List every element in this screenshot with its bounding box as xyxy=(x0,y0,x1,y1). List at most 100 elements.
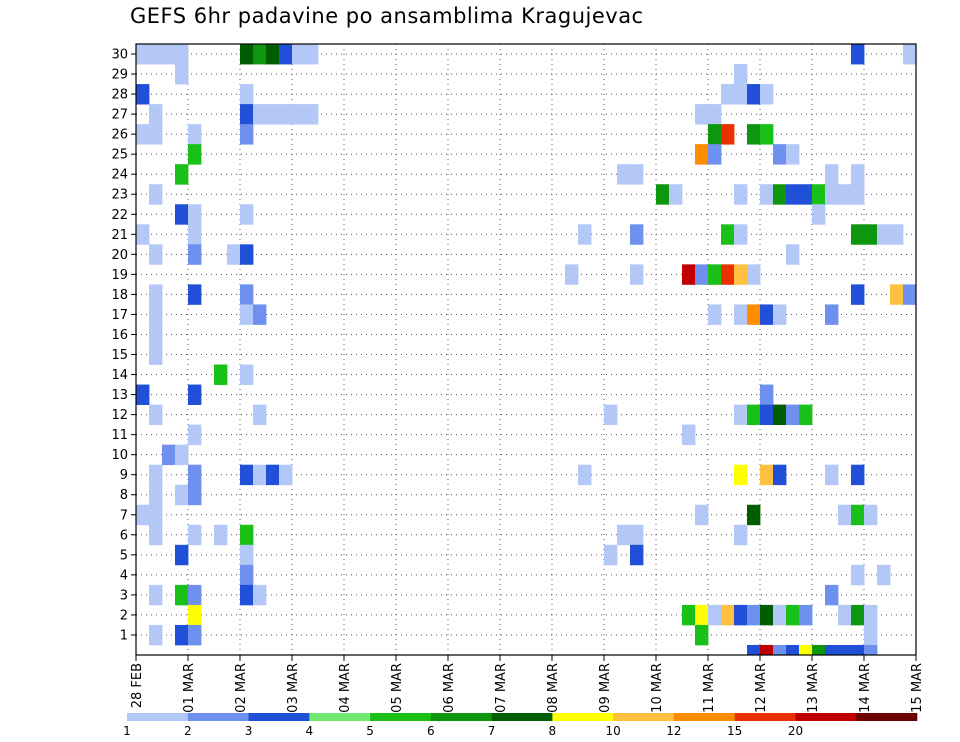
heatmap-cell xyxy=(760,384,774,405)
heatmap-cell xyxy=(240,284,254,305)
heatmap-cell xyxy=(188,464,202,486)
x-tick-label: 04 MAR xyxy=(338,663,353,713)
y-tick-label: 7 xyxy=(120,508,128,523)
heatmap-cell xyxy=(175,64,189,85)
legend-label: 8 xyxy=(549,724,557,738)
x-tick-label: 05 MAR xyxy=(390,663,405,713)
heatmap-cell xyxy=(227,244,241,265)
heatmap-cell xyxy=(253,404,267,426)
y-tick-label: 13 xyxy=(111,388,128,403)
heatmap-cell xyxy=(188,224,202,245)
heatmap-cell xyxy=(734,604,748,626)
x-tick-label: 15 MAR xyxy=(910,663,925,713)
heatmap-cell xyxy=(188,284,202,305)
heatmap-cell xyxy=(292,44,306,65)
heatmap-cell xyxy=(149,244,163,265)
heatmap-cell xyxy=(838,604,852,626)
heatmap-cell xyxy=(708,124,722,145)
heatmap-cell xyxy=(240,104,254,125)
x-tick-label: 14 MAR xyxy=(858,663,873,713)
heatmap-cell xyxy=(149,104,163,125)
heatmap-cell xyxy=(838,184,852,205)
heatmap-cell xyxy=(890,284,904,305)
heatmap-cell xyxy=(760,464,774,486)
heatmap-cell xyxy=(630,264,644,285)
heatmap-cell xyxy=(877,224,891,245)
heatmap-cell xyxy=(149,324,163,345)
heatmap-cell xyxy=(773,304,787,325)
heatmap-cell xyxy=(188,604,202,626)
heatmap-cell xyxy=(825,584,839,606)
heatmap-cell xyxy=(708,604,722,626)
heatmap-cell xyxy=(695,604,709,626)
y-tick-label: 26 xyxy=(111,128,128,143)
heatmap-cell xyxy=(773,464,787,486)
heatmap-cell xyxy=(188,584,202,606)
legend-swatch xyxy=(430,713,492,721)
heatmap-cell xyxy=(578,464,592,486)
x-tick-label: 08 MAR xyxy=(546,663,561,713)
y-tick-label: 17 xyxy=(111,308,128,323)
heatmap-cell xyxy=(175,44,189,65)
legend-label: 6 xyxy=(427,724,435,738)
x-tick-label: 03 MAR xyxy=(286,663,301,713)
heatmap-cell xyxy=(149,504,163,526)
heatmap-cell xyxy=(760,184,774,205)
legend-swatch xyxy=(613,713,675,721)
heatmap-cell xyxy=(903,44,917,65)
heatmap-cell xyxy=(214,524,228,546)
heatmap-cell xyxy=(825,644,839,655)
heatmap-cell xyxy=(825,184,839,205)
y-tick-label: 28 xyxy=(111,88,128,103)
heatmap-cell xyxy=(149,524,163,546)
heatmap-cell xyxy=(825,304,839,325)
y-tick-label: 25 xyxy=(111,148,128,163)
heatmap-cell xyxy=(721,84,735,105)
heatmap-cell xyxy=(214,364,228,385)
y-tick-label: 4 xyxy=(120,568,128,583)
legend-swatch xyxy=(856,713,918,721)
legend-swatch xyxy=(552,713,614,721)
y-tick-label: 20 xyxy=(111,248,128,263)
heatmap-cell xyxy=(695,504,709,526)
heatmap-cell xyxy=(786,144,800,165)
heatmap-cell xyxy=(721,224,735,245)
heatmap-cell xyxy=(734,224,748,245)
heatmap-cell xyxy=(188,244,202,265)
legend-label: 5 xyxy=(366,724,374,738)
heatmap-cell xyxy=(292,104,306,125)
x-tick-label: 11 MAR xyxy=(702,663,717,713)
heatmap-cell xyxy=(812,204,826,225)
heatmap-cell xyxy=(695,264,709,285)
legend-label: 7 xyxy=(488,724,496,738)
legend-swatch xyxy=(734,713,796,721)
heatmap-cell xyxy=(149,44,163,65)
heatmap-cell xyxy=(773,144,787,165)
legend-swatch xyxy=(673,713,735,721)
heatmap-cell xyxy=(708,104,722,125)
heatmap-cell xyxy=(149,284,163,305)
heatmap-cell xyxy=(136,44,150,65)
y-tick-label: 29 xyxy=(111,68,128,83)
heatmap-cell xyxy=(851,464,865,486)
legend-label: 15 xyxy=(727,724,742,738)
heatmap-cell xyxy=(149,304,163,325)
heatmap-cell xyxy=(136,504,150,526)
heatmap-cell xyxy=(162,44,176,65)
legend-label: 20 xyxy=(788,724,803,738)
heatmap-cell xyxy=(578,224,592,245)
y-tick-label: 11 xyxy=(111,428,128,443)
y-tick-label: 19 xyxy=(111,268,128,283)
x-tick-label: 13 MAR xyxy=(806,663,821,713)
heatmap-cell xyxy=(136,124,150,145)
heatmap-cell xyxy=(630,524,644,546)
heatmap-cell xyxy=(149,124,163,145)
heatmap-cell xyxy=(838,644,852,655)
heatmap-cell xyxy=(188,424,202,446)
heatmap-cell xyxy=(799,184,813,205)
y-tick-label: 27 xyxy=(111,108,128,123)
legend-label: 4 xyxy=(305,724,313,738)
heatmap-cell xyxy=(149,464,163,486)
heatmap-cell xyxy=(734,84,748,105)
legend-label: 1 xyxy=(123,724,131,738)
